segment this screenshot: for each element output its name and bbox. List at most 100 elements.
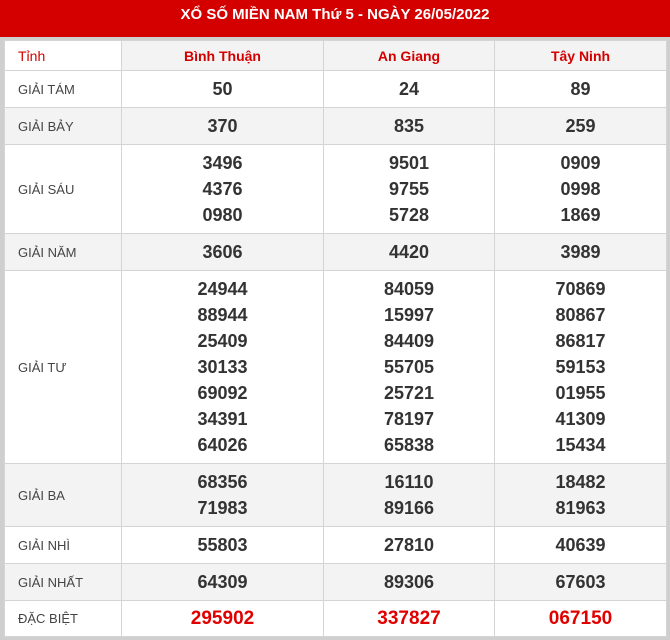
prize-label: ĐẶC BIỆT	[4, 600, 122, 637]
prize-cell: 27810	[323, 526, 495, 564]
prize-cell: 84059 15997 84409 55705 25721 78197 65838	[323, 270, 495, 464]
prize-label: GIẢI BA	[4, 463, 122, 527]
province-binh-thuan[interactable]: Bình Thuận	[121, 40, 324, 71]
prize-label: GIẢI TÁM	[4, 70, 122, 108]
prize-number: 50	[212, 79, 233, 99]
prize-number: 69092	[197, 383, 248, 403]
prize-number: 295902	[190, 607, 255, 629]
prize-cell: 259	[494, 107, 667, 145]
results-frame: Tỉnh Bình Thuận An Giang Tây Ninh GIẢI T…	[0, 37, 670, 640]
prize-cell: 89	[494, 70, 667, 108]
prize-row: ĐẶC BIỆT 295902 337827 067150	[4, 600, 667, 637]
prize-cell: 68356 71983	[121, 463, 324, 527]
prize-number: 3989	[560, 242, 601, 262]
prize-row: GIẢI TÁM 50 24 89	[4, 70, 667, 108]
prize-number: 0980	[202, 205, 243, 225]
prize-row: GIẢI BẢY 370 835 259	[4, 107, 667, 145]
prize-cell: 24944 88944 25409 30133 69092 34391 64026	[121, 270, 324, 464]
prize-number: 34391	[197, 409, 248, 429]
prize-number: 27810	[383, 535, 435, 555]
prize-row: GIẢI NĂM 3606 4420 3989	[4, 233, 667, 271]
prize-number: 370	[207, 116, 238, 136]
prize-number: 067150	[548, 607, 613, 629]
prize-number: 3606	[202, 242, 243, 262]
prize-number: 40639	[555, 535, 606, 555]
prize-cell: 16110 89166	[323, 463, 495, 527]
prize-cell: 64309	[121, 563, 324, 601]
prize-number: 41309	[555, 409, 606, 429]
prize-number: 88944	[197, 305, 248, 325]
prize-cell: 370	[121, 107, 324, 145]
prize-number: 64309	[197, 572, 248, 592]
prize-cell: 89306	[323, 563, 495, 601]
prize-cell: 70869 80867 86817 59153 01955 41309 15434	[494, 270, 667, 464]
prize-number: 84409	[383, 331, 435, 351]
page-title: XỔ SỐ MIỀN NAM Thứ 5 - NGÀY 26/05/2022	[0, 0, 670, 41]
prize-number: 259	[565, 116, 596, 136]
prize-number: 59153	[555, 357, 606, 377]
prize-number: 84059	[383, 279, 435, 299]
prize-number: 4376	[202, 179, 243, 199]
prize-number: 89	[570, 79, 591, 99]
prize-cell: 337827	[323, 600, 495, 637]
prize-row: GIẢI NHÌ 55803 27810 40639	[4, 526, 667, 564]
prize-number: 0909	[560, 153, 601, 173]
prize-number: 01955	[555, 383, 606, 403]
prize-cell: 067150	[494, 600, 667, 637]
prize-number: 9755	[388, 179, 430, 199]
prize-number: 71983	[197, 498, 248, 518]
prize-cell: 67603	[494, 563, 667, 601]
prize-row: GIẢI TƯ 24944 88944 25409 30133 69092 34391 640…	[4, 270, 667, 464]
prize-number: 81963	[555, 498, 606, 518]
prize-cell: 40639	[494, 526, 667, 564]
prize-label: GIẢI NĂM	[4, 233, 122, 271]
prize-number: 24	[398, 79, 420, 99]
province-an-giang[interactable]: An Giang	[323, 40, 495, 71]
prize-number: 1869	[560, 205, 601, 225]
prize-number: 835	[393, 116, 425, 136]
prize-number: 86817	[555, 331, 606, 351]
prize-number: 16110	[384, 472, 434, 492]
prize-row: GIẢI SÁU 3496 4376 0980 9501 9755 5728 0909 0998…	[4, 144, 667, 234]
prize-row: GIẢI BA 68356 71983 16110 89166 18482 81963	[4, 463, 667, 527]
prize-cell: 55803	[121, 526, 324, 564]
prize-number: 30133	[197, 357, 248, 377]
prize-cell: 295902	[121, 600, 324, 637]
prize-cell: 4420	[323, 233, 495, 271]
prize-label: GIẢI BẢY	[4, 107, 122, 145]
prize-number: 65838	[383, 435, 435, 455]
prize-cell: 3496 4376 0980	[121, 144, 324, 234]
prize-label: GIẢI TƯ	[4, 270, 122, 464]
prize-number: 4420	[388, 242, 430, 262]
prize-number: 78197	[383, 409, 435, 429]
header-row: Tỉnh Bình Thuận An Giang Tây Ninh	[4, 40, 667, 71]
prize-cell: 3989	[494, 233, 667, 271]
prize-number: 337827	[377, 607, 441, 629]
prize-number: 15434	[555, 435, 606, 455]
prize-number: 67603	[555, 572, 606, 592]
results-table: Tỉnh Bình Thuận An Giang Tây Ninh GIẢI T…	[4, 40, 667, 637]
prize-cell: 835	[323, 107, 495, 145]
prize-number: 89306	[383, 572, 435, 592]
prize-number: 64026	[197, 435, 248, 455]
prize-label: GIẢI SÁU	[4, 144, 122, 234]
prize-number: 68356	[197, 472, 248, 492]
prize-number: 24944	[197, 279, 248, 299]
prize-number: 55803	[197, 535, 248, 555]
prize-number: 0998	[560, 179, 601, 199]
prize-number: 89166	[383, 498, 435, 518]
prize-cell: 9501 9755 5728	[323, 144, 495, 234]
prize-row: GIẢI NHẤT 64309 89306 67603	[4, 563, 667, 601]
prize-number: 5728	[388, 205, 430, 225]
prize-number: 70869	[555, 279, 606, 299]
prize-number: 18482	[555, 472, 606, 492]
prize-cell: 0909 0998 1869	[494, 144, 667, 234]
province-tay-ninh: Tây Ninh	[494, 40, 667, 71]
prize-cell: 24	[323, 70, 495, 108]
prize-number: 15997	[383, 305, 435, 325]
prize-cell: 50	[121, 70, 324, 108]
prize-number: 3496	[202, 153, 243, 173]
prize-cell: 18482 81963	[494, 463, 667, 527]
province-header: Tỉnh	[4, 40, 122, 71]
prize-number: 80867	[555, 305, 606, 325]
